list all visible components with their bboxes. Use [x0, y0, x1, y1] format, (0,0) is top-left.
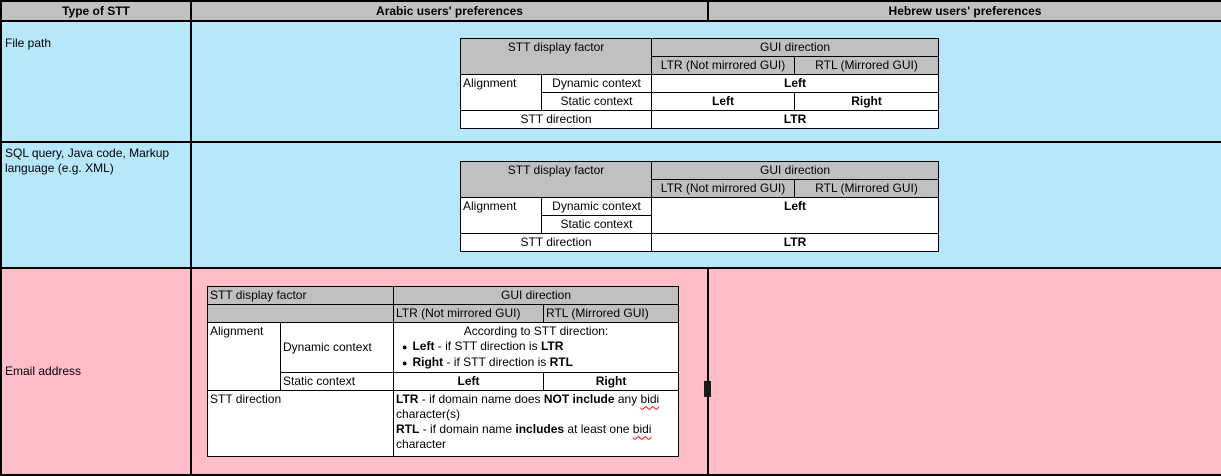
cell-ltr-gui: LTR (Not mirrored GUI) [651, 56, 796, 76]
cell-alignment: Alignment [460, 196, 542, 234]
value-stt-direction-rules: LTR - if domain name does NOT include an… [393, 390, 680, 458]
text-segment: any [614, 392, 641, 407]
cell-alignment: Alignment [460, 74, 542, 112]
text-segment: includes [515, 422, 565, 437]
row-email-address: Email address STT display factor GUI dir… [0, 267, 1221, 476]
cell-dynamic-context: Dynamic context [540, 74, 653, 94]
value-stt-direction: LTR [651, 110, 940, 130]
cell-gui-direction: GUI direction [393, 286, 680, 306]
bullet-icon: ● [402, 358, 408, 369]
text-segment: bidi [640, 392, 660, 407]
rich-text-line: LTR - if domain name does NOT include an… [396, 392, 676, 422]
bullet-icon: ● [402, 342, 408, 353]
value-stt-direction: LTR [651, 232, 940, 252]
text-segment: at least one [564, 422, 633, 437]
file-path-content-cell: STT display factor GUI direction LTR (No… [190, 20, 1221, 143]
text-segment: LTR [540, 339, 564, 354]
cell-stt-display-factor: STT display factor [459, 160, 653, 198]
value-static-rtl: Right [543, 372, 680, 392]
bullet-item: ● Right - if STT direction is RTL [396, 355, 676, 371]
dynamic-rules-heading: According to STT direction: [463, 324, 609, 339]
row-sql-query: SQL query, Java code, Markup language (e… [0, 140, 1221, 270]
value-static-rtl: Right [794, 92, 940, 112]
cell-ltr-gui: LTR (Not mirrored GUI) [651, 178, 796, 198]
cell-stt-display-factor: STT display factor [206, 286, 395, 306]
cell-rtl-gui: RTL (Mirrored GUI) [543, 304, 680, 324]
cell-stt-display-factor: STT display factor [459, 38, 653, 76]
text-segment: character(s) [396, 407, 461, 422]
text-segment: LTR [396, 392, 419, 407]
header-arabic-preferences: Arabic users' preferences [190, 0, 709, 23]
header-hebrew-preferences: Hebrew users' preferences [707, 0, 1221, 23]
row-label-email-address: Email address [0, 267, 192, 476]
text-segment: Right [412, 355, 444, 370]
divider-tick-mark [704, 381, 711, 397]
cell-alignment: Alignment [207, 322, 281, 392]
text-segment: RTL [549, 355, 573, 370]
dynamic-rules-bullets: ● Left - if STT direction is LTR ● Right - … [396, 339, 676, 371]
row-label-file-path: File path [0, 20, 192, 143]
text-segment: - if STT direction is [443, 355, 550, 370]
row-file-path: File path STT display factor GUI directi… [0, 20, 1221, 143]
email-address-hebrew-empty-cell [707, 267, 1221, 476]
value-dynamic-static: Left [651, 196, 940, 234]
cell-gui-direction: GUI direction [651, 38, 940, 58]
bullet-item: ● Left - if STT direction is LTR [396, 339, 676, 355]
row-label-sql-query: SQL query, Java code, Markup language (e… [0, 140, 192, 270]
email-address-content-cell: STT display factor GUI direction LTR (No… [190, 267, 709, 476]
cell-dynamic-context: Dynamic context [279, 322, 395, 374]
header-type-of-stt: Type of STT [0, 0, 192, 23]
text-segment: bidi [632, 422, 652, 437]
rich-text-line: RTL - if domain name includes at least o… [396, 422, 676, 452]
cell-gui-direction: GUI direction [651, 160, 940, 180]
text-segment: - if domain name does [418, 392, 544, 407]
text-segment: RTL [396, 422, 420, 437]
cell-rtl-gui: RTL (Mirrored GUI) [794, 56, 940, 76]
value-dynamic-rules: According to STT direction: ● Left - if S… [393, 322, 680, 374]
value-dynamic: Left [651, 74, 940, 94]
cell-stt-direction: STT direction [206, 390, 395, 458]
cell-static-context: Static context [540, 92, 653, 112]
cell-stt-direction: STT direction [459, 110, 653, 130]
text-segment: character [396, 437, 447, 452]
value-static-ltr: Left [651, 92, 796, 112]
cell-static-context: Static context [540, 214, 653, 234]
cell-static-context: Static context [279, 372, 395, 392]
text-segment: - if domain name [419, 422, 516, 437]
cell-header-spacer [206, 304, 395, 324]
cell-stt-direction: STT direction [459, 232, 653, 252]
cell-dynamic-context: Dynamic context [540, 196, 653, 216]
cell-rtl-gui: RTL (Mirrored GUI) [794, 178, 940, 198]
sql-query-inner-table: STT display factor GUI direction LTR (No… [459, 160, 940, 252]
text-segment: - if STT direction is [434, 339, 541, 354]
email-address-inner-table: STT display factor GUI direction LTR (No… [206, 286, 680, 458]
file-path-inner-table: STT display factor GUI direction LTR (No… [459, 38, 940, 130]
value-static-ltr: Left [393, 372, 545, 392]
text-segment: Left [412, 339, 435, 354]
sql-query-content-cell: STT display factor GUI direction LTR (No… [190, 140, 1221, 270]
header-row: Type of STT Arabic users' preferences He… [0, 0, 1221, 23]
cell-ltr-gui: LTR (Not mirrored GUI) [393, 304, 545, 324]
text-segment: NOT include [543, 392, 615, 407]
